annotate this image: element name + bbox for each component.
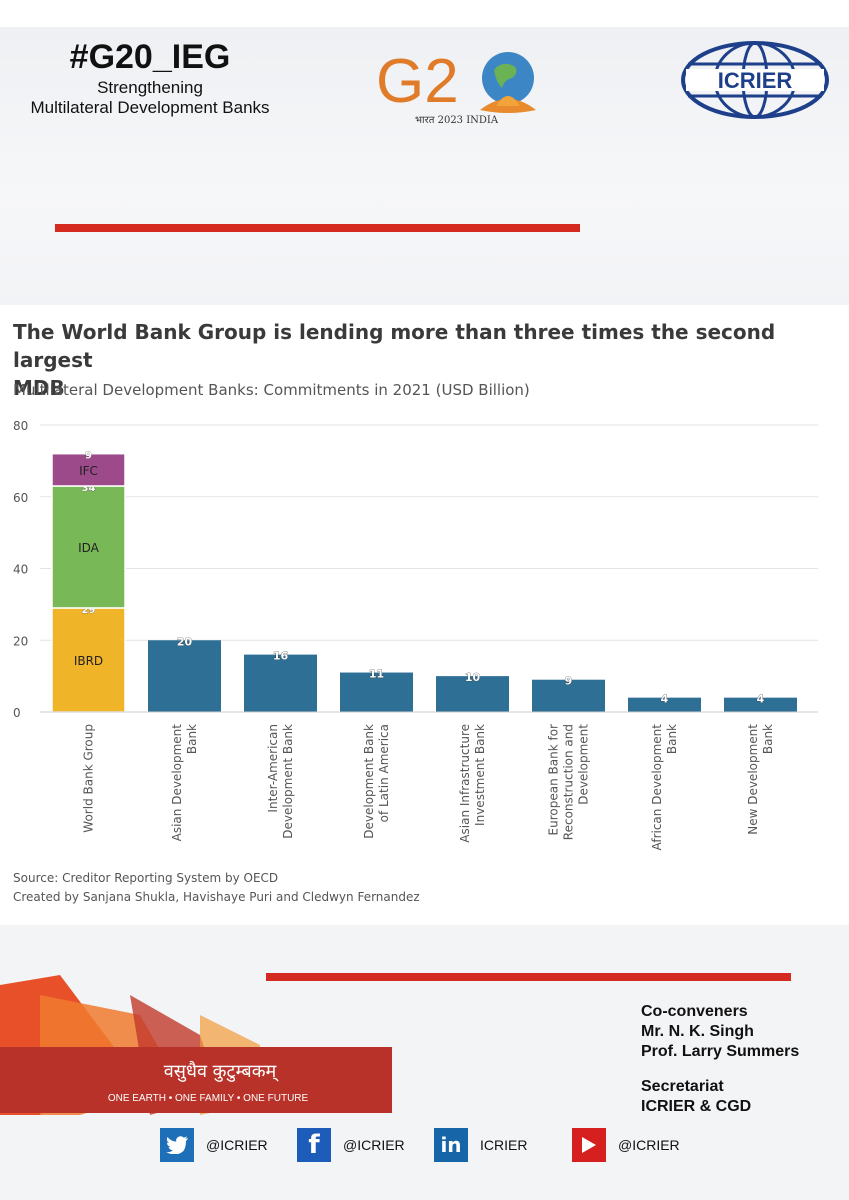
svg-text:G2: G2 (376, 47, 459, 116)
y-tick-label: 20 (13, 634, 28, 648)
bar (628, 697, 701, 712)
secretariat-label: Secretariat (641, 1078, 724, 1095)
data-label: 34 (82, 483, 96, 494)
subtitle-line2: Multilateral Development Banks (30, 98, 270, 117)
hashtag-title: #G20_IEG (69, 38, 231, 76)
bar (340, 672, 413, 712)
subtitle-line1: Strengthening (97, 78, 203, 97)
coconvener-1: Mr. N. K. Singh (641, 1023, 754, 1040)
twitter-handle[interactable]: @ICRIER (206, 1137, 268, 1153)
social-facebook[interactable]: f @ICRIER (297, 1128, 405, 1162)
data-label: 9 (565, 675, 573, 688)
bar (436, 676, 509, 712)
x-tick-label: African Development (650, 724, 664, 851)
x-tick-label: European Bank for (547, 724, 561, 835)
social-youtube[interactable]: @ICRIER (572, 1128, 680, 1162)
segment-name-label: IFC (79, 464, 98, 478)
x-tick-label: Development Bank (281, 724, 295, 839)
data-label: 4 (661, 693, 669, 706)
youtube-icon[interactable] (572, 1128, 606, 1162)
svg-text:वसुधैव कुटुम्बकम्: वसुधैव कुटुम्बकम् (164, 1060, 280, 1082)
data-label: 29 (82, 605, 96, 616)
x-tick-label: of Latin America (377, 724, 391, 822)
bar (532, 679, 605, 712)
source-note: Source: Creditor Reporting System by OEC… (13, 871, 279, 885)
x-tick-label: Bank (185, 724, 199, 754)
segment-name-label: IBRD (74, 654, 103, 668)
x-tick-label: Development (577, 724, 591, 805)
segment-name-label: IDA (78, 541, 100, 555)
x-tick-label: Asian Development (170, 724, 184, 842)
linkedin-handle[interactable]: ICRIER (480, 1137, 528, 1153)
data-label: 11 (369, 668, 384, 681)
chart-subtitle: Multilateral Development Banks: Commitme… (13, 381, 530, 399)
x-tick-label: Investment Bank (473, 724, 487, 826)
footer-red-accent-bar (266, 973, 791, 981)
credit-note: Created by Sanjana Shukla, Havishaye Pur… (13, 890, 420, 904)
x-tick-label: Reconstruction and (562, 724, 576, 840)
x-tick-label: Bank (761, 724, 775, 754)
x-tick-label: New Development (746, 724, 760, 835)
x-tick-label: World Bank Group (82, 724, 96, 833)
data-label: 10 (465, 671, 481, 684)
x-tick-label: Development Bank (362, 724, 376, 839)
x-tick-label: Inter-American (266, 724, 280, 813)
social-twitter[interactable]: @ICRIER (160, 1128, 268, 1162)
vasudhaiva-kutumbakam-banner: वसुधैव कुटुम्बकम् ONE EARTH • ONE FAMILY… (0, 975, 392, 1115)
secretariat-name: ICRIER & CGD (641, 1098, 752, 1115)
coconveners-label: Co-conveners (641, 1003, 748, 1020)
bar (724, 697, 797, 712)
bar-segment-ifc (51, 452, 126, 487)
social-linkedin[interactable]: in ICRIER (434, 1128, 527, 1162)
twitter-icon[interactable] (160, 1128, 194, 1162)
x-tick-label: Asian Infrastructure (458, 724, 472, 843)
chart-title: The World Bank Group is lending more tha… (13, 318, 833, 402)
y-tick-label: 60 (13, 491, 28, 505)
x-tick-label: Bank (665, 724, 679, 754)
coconvener-2: Prof. Larry Summers (641, 1043, 800, 1060)
y-tick-label: 0 (13, 706, 21, 720)
data-label: 4 (757, 693, 765, 706)
svg-text:ICRIER: ICRIER (718, 68, 793, 93)
icrier-logo: ICRIER (681, 41, 829, 119)
bar (244, 654, 317, 712)
facebook-icon[interactable]: f (297, 1128, 331, 1162)
bar-chart: 0 20 40 60 80 IBRD 29 IDA 34 IFC 9 World Bank Group… (13, 419, 818, 851)
facebook-handle[interactable]: @ICRIER (343, 1137, 405, 1153)
g20-logo: G2 (376, 47, 536, 116)
y-tick-label: 80 (13, 419, 28, 433)
bar (148, 640, 221, 712)
g20-caption: भारत 2023 INDIA (415, 115, 499, 126)
y-tick-label: 40 (13, 563, 28, 577)
chart-title-line2: MDB (13, 376, 65, 400)
linkedin-icon[interactable]: in (434, 1128, 468, 1162)
chart-title-line1: The World Bank Group is lending more tha… (13, 320, 776, 372)
youtube-handle[interactable]: @ICRIER (618, 1137, 680, 1153)
svg-text:ONE EARTH • ONE FAMILY • ONE F: ONE EARTH • ONE FAMILY • ONE FUTURE (108, 1093, 309, 1104)
data-label: 9 (85, 451, 92, 462)
bar-segment-ida (51, 485, 126, 609)
data-label: 16 (273, 650, 289, 663)
red-accent-bar (55, 224, 580, 232)
data-label: 20 (177, 635, 193, 648)
